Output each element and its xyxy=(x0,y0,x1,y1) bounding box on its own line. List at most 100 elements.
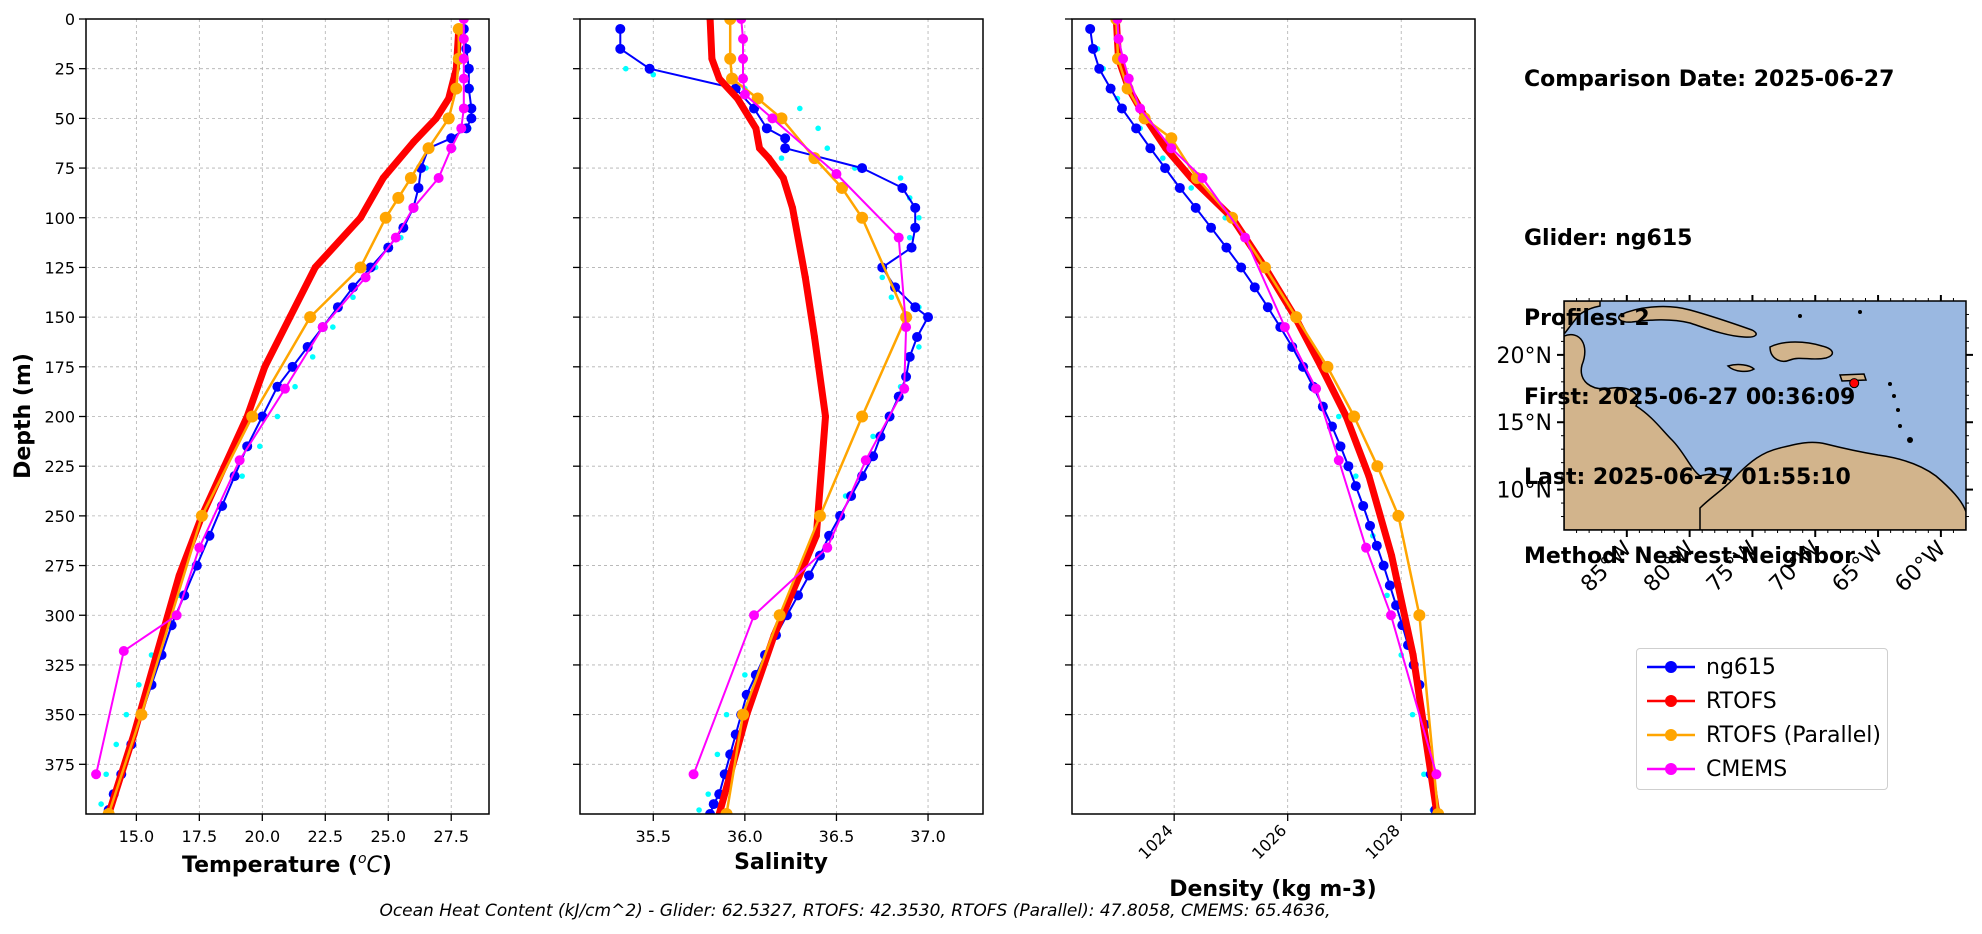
interpolation-method: Method: Nearest-Neighbor xyxy=(1524,544,1855,569)
data-point-ng615 xyxy=(910,222,921,233)
data-point-rtofs xyxy=(175,572,183,579)
data-point-rtofs xyxy=(409,138,417,146)
data-point-cmems xyxy=(1166,143,1177,154)
data-point-cmems xyxy=(767,113,778,124)
map-lat-label: 20°N xyxy=(1497,344,1552,369)
series-line-rtofs xyxy=(105,25,463,814)
y-tick-label: 175 xyxy=(44,358,75,377)
data-point-ng615-raw xyxy=(906,234,913,241)
data-point-rtofs-parallel xyxy=(442,112,455,125)
x-tick-label: 36.5 xyxy=(819,827,855,846)
data-point-rtofs-parallel xyxy=(724,19,737,25)
salinity-ticks: 35.5 36.0 36.5 37.0 xyxy=(573,18,946,846)
data-point-ng615 xyxy=(332,302,343,313)
data-point-ng615-raw xyxy=(113,741,120,748)
data-point-ng615-raw xyxy=(239,473,245,479)
temperature-series xyxy=(91,19,477,814)
map-land-yucatan-florida xyxy=(1564,301,1601,336)
data-point-ng615 xyxy=(1236,262,1247,273)
legend-marker-rtofs xyxy=(1647,695,1695,707)
data-point-cmems xyxy=(1112,19,1123,24)
data-point-ng615-raw xyxy=(274,413,281,420)
data-point-ng615-raw xyxy=(622,65,629,72)
data-point-cmems xyxy=(91,769,102,780)
data-point-cmems xyxy=(171,610,182,621)
data-point-ng615 xyxy=(1378,560,1389,571)
temperature-xlabel: Temperature (oC) xyxy=(182,851,392,878)
data-point-ng615-raw xyxy=(103,771,109,778)
series-rtofs xyxy=(105,25,463,814)
data-point-ng615 xyxy=(446,133,457,144)
data-point-ng615 xyxy=(780,143,791,154)
data-point-ng615-raw xyxy=(350,294,356,301)
y-tick-label: 100 xyxy=(44,209,75,228)
y-tick-label: 25 xyxy=(55,60,75,79)
data-point-ng615-raw xyxy=(1160,155,1166,161)
data-point-rtofs-parallel xyxy=(813,509,826,522)
y-tick-label: 375 xyxy=(44,755,75,774)
data-point-ng615-raw xyxy=(330,324,336,330)
data-point-rtofs xyxy=(1409,651,1417,659)
data-point-rtofs xyxy=(1388,552,1396,560)
data-point-ng615 xyxy=(1358,500,1369,511)
x-tick-label: 1024 xyxy=(1135,821,1177,863)
legend-label-rtofs-parallel: RTOFS (Parallel) xyxy=(1706,722,1881,748)
y-tick-label: 300 xyxy=(44,606,75,625)
y-tick-label: 200 xyxy=(44,408,75,427)
data-point-rtofs xyxy=(445,95,453,102)
data-point-rtofs xyxy=(810,333,818,341)
data-point-cmems xyxy=(893,232,904,243)
series-rtofs-parallel xyxy=(1110,19,1445,814)
data-point-rtofs-parallel xyxy=(1165,132,1178,145)
data-point-ng615-raw xyxy=(292,383,298,390)
data-point-ng615-raw xyxy=(824,145,831,151)
data-point-ng615 xyxy=(287,361,298,372)
data-point-ng615-raw xyxy=(888,294,895,301)
data-point-ng615 xyxy=(803,570,814,581)
data-point-rtofs xyxy=(261,363,269,371)
data-point-ng615 xyxy=(857,163,868,174)
data-point-ng615 xyxy=(1206,222,1217,233)
data-point-cmems xyxy=(390,232,401,243)
temperature-panel: 0 25 50 75 100 125 150 175 200 225 250 275 300 325 350… xyxy=(11,10,490,878)
data-point-ng615-raw xyxy=(98,801,104,807)
data-point-ng615 xyxy=(1116,103,1127,114)
data-point-ng615 xyxy=(1262,302,1273,313)
series-rtofs-parallel xyxy=(720,19,913,814)
data-point-rtofs xyxy=(432,114,440,122)
data-point-cmems xyxy=(1385,610,1396,621)
data-point-rtofs xyxy=(821,413,829,420)
info-spacer xyxy=(1524,147,1894,174)
data-point-ng615 xyxy=(910,302,921,313)
data-point-ng615 xyxy=(1105,83,1116,94)
series-line-ng615 xyxy=(1089,27,1437,811)
last-profile-time: Last: 2025-06-27 01:55:10 xyxy=(1524,464,1851,490)
data-point-ng615-raw xyxy=(797,105,803,112)
data-point-cmems xyxy=(1118,53,1129,64)
data-point-ng615 xyxy=(1190,202,1201,213)
legend-item-rtofs: RTOFS xyxy=(1645,686,1777,716)
x-tick-label: 17.5 xyxy=(182,827,218,846)
data-point-ng615-raw xyxy=(1188,185,1194,191)
data-point-ng615 xyxy=(1343,461,1354,472)
data-point-rtofs xyxy=(779,174,787,182)
map-land-central-america xyxy=(1564,333,1745,530)
data-point-rtofs xyxy=(1342,413,1350,420)
data-point-rtofs-parallel xyxy=(856,410,869,423)
data-point-cmems xyxy=(749,610,760,621)
data-point-ng615 xyxy=(615,23,626,34)
glider-name: Glider: ng615 xyxy=(1524,226,1693,251)
data-point-ng615 xyxy=(644,63,655,74)
data-point-ng615-raw xyxy=(123,711,130,718)
map-lat-label: 15°N xyxy=(1497,411,1552,436)
data-point-ng615-raw xyxy=(256,443,263,450)
data-point-rtofs xyxy=(715,75,723,83)
data-point-rtofs xyxy=(311,263,319,271)
data-point-rtofs-parallel xyxy=(1413,609,1426,622)
density-panel: 1024 1026 1028 Density (kg m-3) xyxy=(1065,18,1476,902)
map-island xyxy=(1892,394,1896,398)
legend-item-cmems: CMEMS xyxy=(1645,754,1787,784)
legend-label-rtofs: RTOFS xyxy=(1706,688,1777,714)
data-point-ng615 xyxy=(1335,441,1346,452)
